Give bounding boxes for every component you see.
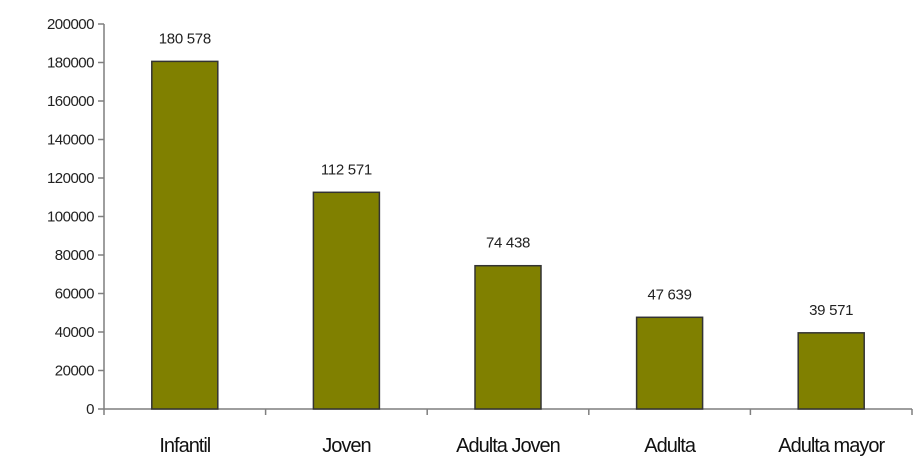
category-label: Adulta Joven bbox=[456, 435, 560, 457]
bar-joven bbox=[312, 191, 381, 410]
category-label: Adulta bbox=[644, 435, 697, 457]
data-label: 112 571 bbox=[321, 161, 372, 178]
category-label: Adulta mayor bbox=[778, 435, 885, 457]
bars bbox=[151, 60, 865, 410]
y-tick-label: 180000 bbox=[47, 55, 94, 72]
y-tick-label: 100000 bbox=[47, 209, 94, 226]
bar-infantil bbox=[151, 60, 219, 410]
y-tick-label: 20000 bbox=[55, 363, 94, 380]
bar-adulta bbox=[635, 316, 704, 410]
x-axis bbox=[103, 408, 913, 415]
category-labels: Infantil Joven Adulta Joven Adulta Adulta ma… bbox=[159, 435, 886, 457]
y-tick-label: 40000 bbox=[55, 324, 94, 341]
y-tick-label: 80000 bbox=[55, 247, 94, 264]
y-tick-label: 120000 bbox=[47, 170, 94, 187]
y-tick-label: 160000 bbox=[47, 93, 94, 110]
data-label: 74 438 bbox=[486, 235, 530, 252]
y-tick-label: 200000 bbox=[47, 16, 94, 33]
data-label: 47 639 bbox=[648, 286, 692, 303]
y-axis: 0 20000 40000 60000 80000 100000 120000 140000 1… bbox=[47, 16, 105, 418]
data-label: 39 571 bbox=[809, 302, 853, 319]
category-label: Infantil bbox=[159, 435, 210, 457]
bar-adulta-mayor bbox=[797, 332, 865, 410]
y-tick-label: 140000 bbox=[47, 132, 94, 149]
data-labels: 180 578 112 571 74 438 47 639 39 571 bbox=[159, 30, 854, 318]
data-label: 180 578 bbox=[159, 30, 211, 47]
bar-adulta-joven bbox=[474, 264, 542, 410]
y-tick-label: 0 bbox=[86, 401, 94, 418]
category-label: Joven bbox=[322, 435, 370, 457]
y-tick-label: 60000 bbox=[55, 286, 94, 303]
